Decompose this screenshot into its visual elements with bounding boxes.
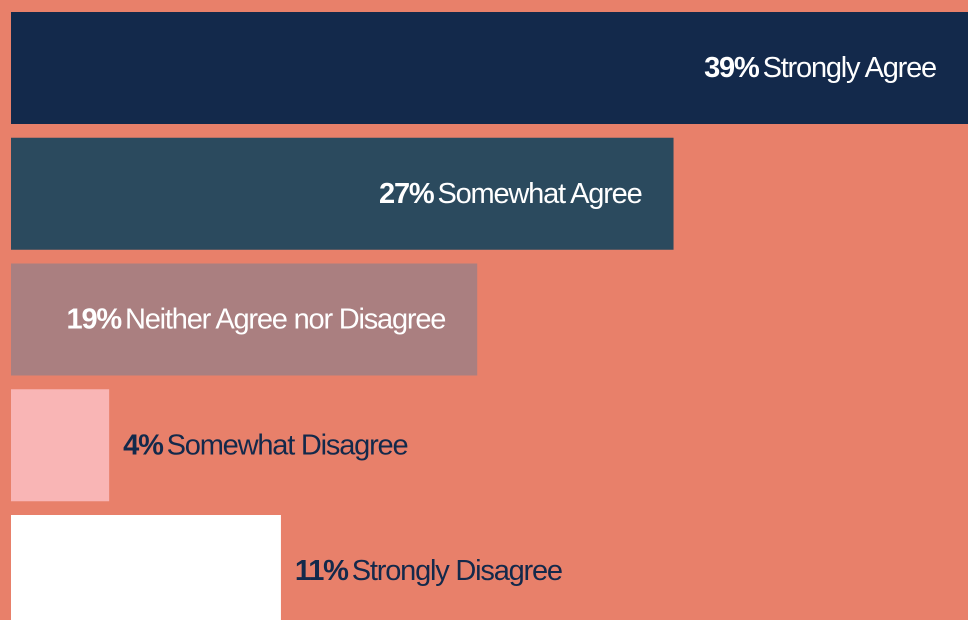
bar (11, 389, 110, 502)
bar (11, 12, 968, 124)
value-label: 19% (67, 303, 123, 335)
bar-label: 27% Somewhat Agree (379, 177, 642, 209)
bar (11, 515, 281, 620)
bar-label: 19% Neither Agree nor Disagree (67, 303, 446, 335)
value-label: 39% (704, 52, 760, 84)
category-label: Somewhat Disagree (167, 429, 408, 461)
bar (11, 263, 478, 376)
bar-label: 4% Somewhat Disagree (123, 429, 407, 461)
category-label: Neither Agree nor Disagree (125, 303, 445, 335)
category-label: Strongly Agree (763, 52, 936, 84)
value-label: 11% (295, 555, 349, 587)
bar-label: 39% Strongly Agree (704, 52, 936, 84)
category-label: Strongly Disagree (352, 555, 562, 587)
category-label: Somewhat Agree (437, 177, 641, 209)
value-label: 4% (123, 429, 164, 461)
bar-label: 11% Strongly Disagree (295, 555, 562, 587)
bar (11, 137, 674, 250)
value-label: 27% (379, 177, 435, 209)
